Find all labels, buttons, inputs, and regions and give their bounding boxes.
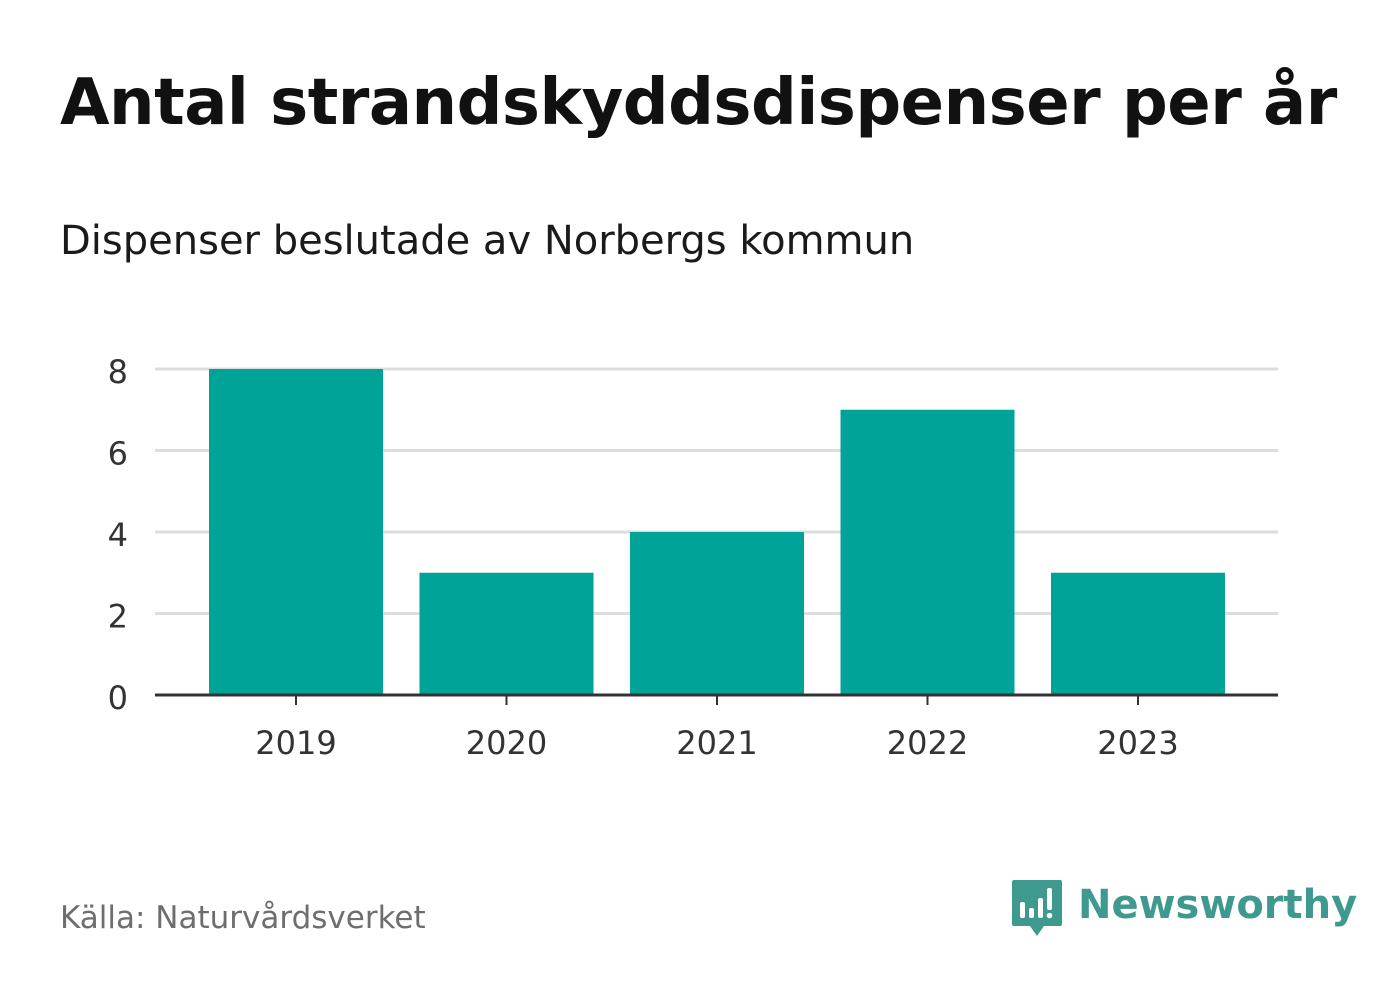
bar <box>1051 572 1225 695</box>
bar <box>209 369 383 695</box>
brand-name: Newsworthy <box>1078 882 1358 928</box>
bar <box>840 409 1015 695</box>
source-note: Källa: Naturvårdsverket <box>60 900 426 936</box>
bar <box>419 572 594 695</box>
y-tick-label: 4 <box>108 516 128 554</box>
y-tick-label: 6 <box>108 435 128 473</box>
x-tick-label: 2023 <box>1097 724 1178 762</box>
y-tick-label: 2 <box>108 598 128 636</box>
chart-title: Antal strandskyddsdispenser per år <box>60 66 1337 140</box>
y-tick-label: 8 <box>108 353 128 391</box>
bar <box>630 532 804 695</box>
chart-subtitle: Dispenser beslutade av Norbergs kommun <box>60 218 915 264</box>
x-tick-label: 2019 <box>255 724 336 762</box>
x-tick-label: 2022 <box>887 724 968 762</box>
y-tick-label: 0 <box>108 679 128 717</box>
newsworthy-logo-icon <box>1012 880 1062 936</box>
x-tick-label: 2020 <box>466 724 547 762</box>
brand-logo: Newsworthy <box>1010 878 1357 940</box>
x-tick-label: 2021 <box>676 724 757 762</box>
